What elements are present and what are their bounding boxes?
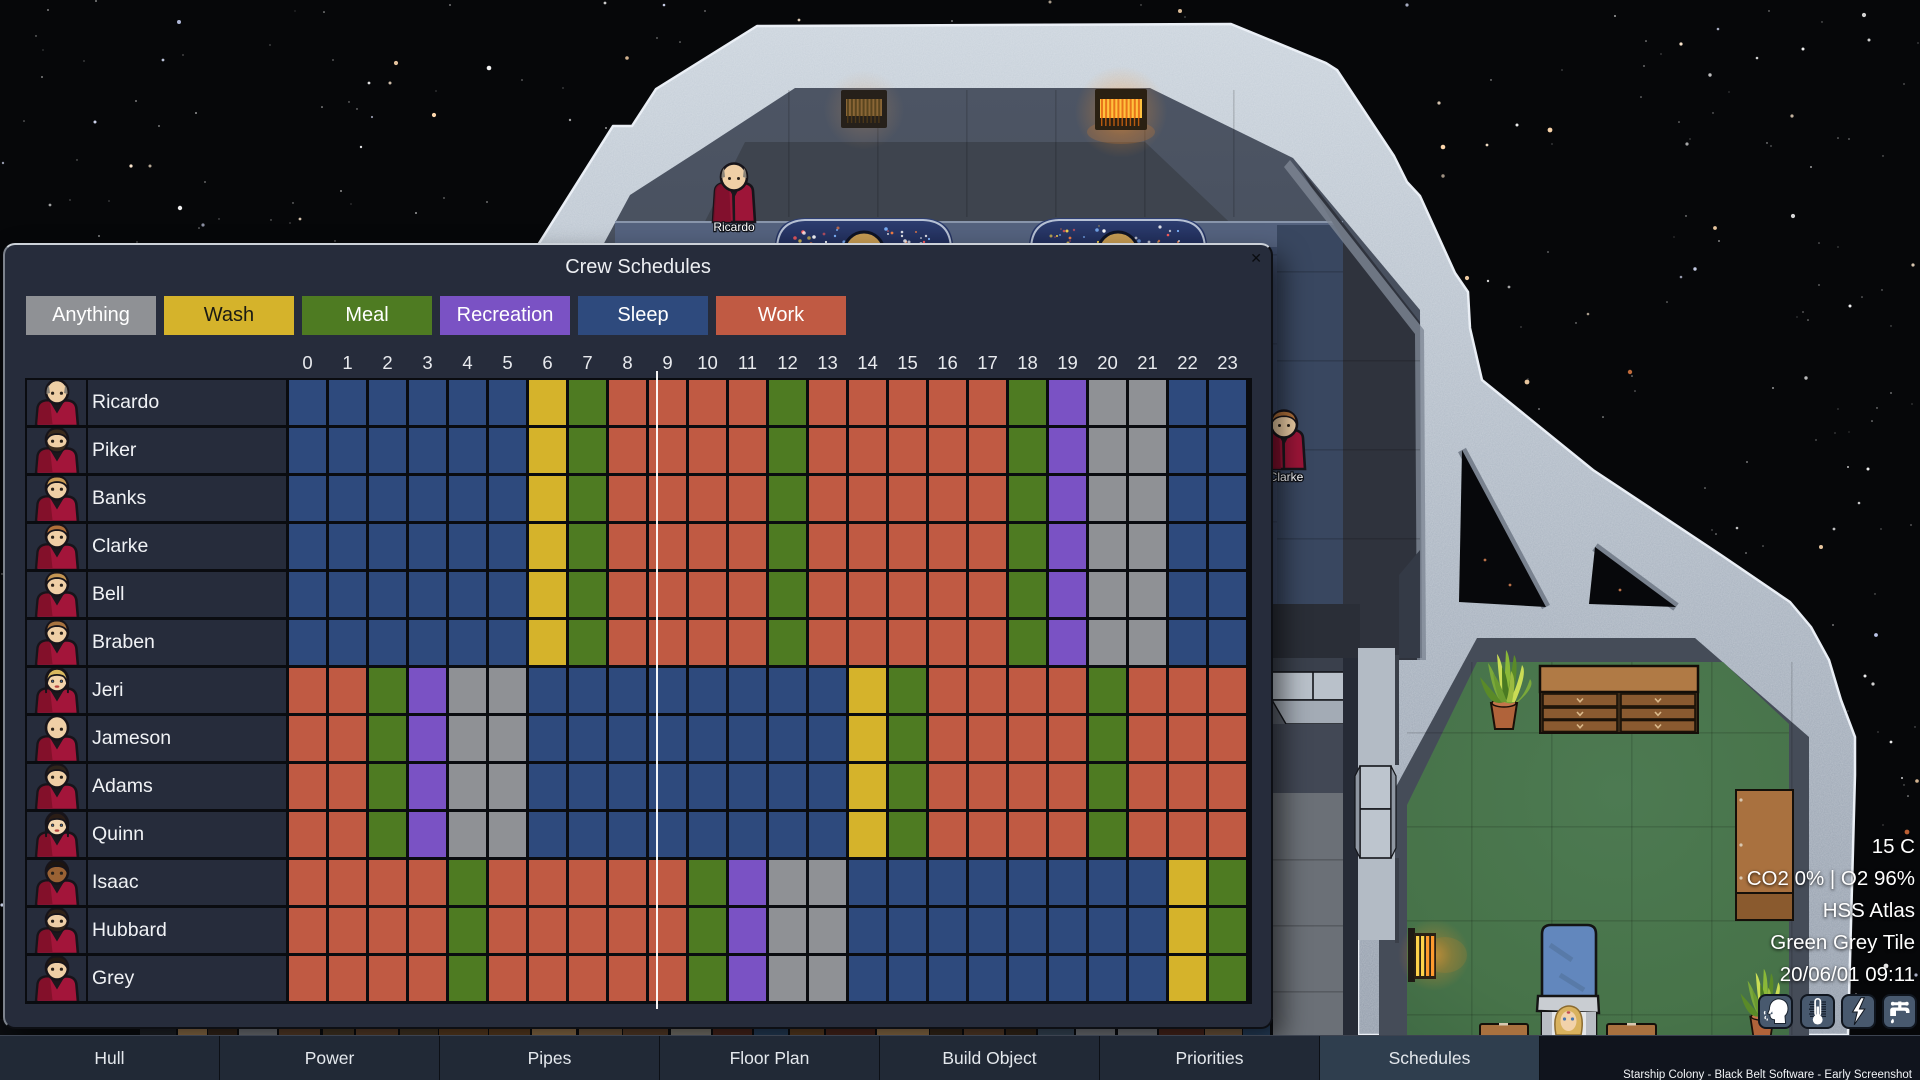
svg-text:Ricardo: Ricardo	[713, 220, 755, 234]
svg-text:Clarke: Clarke	[1269, 470, 1304, 484]
